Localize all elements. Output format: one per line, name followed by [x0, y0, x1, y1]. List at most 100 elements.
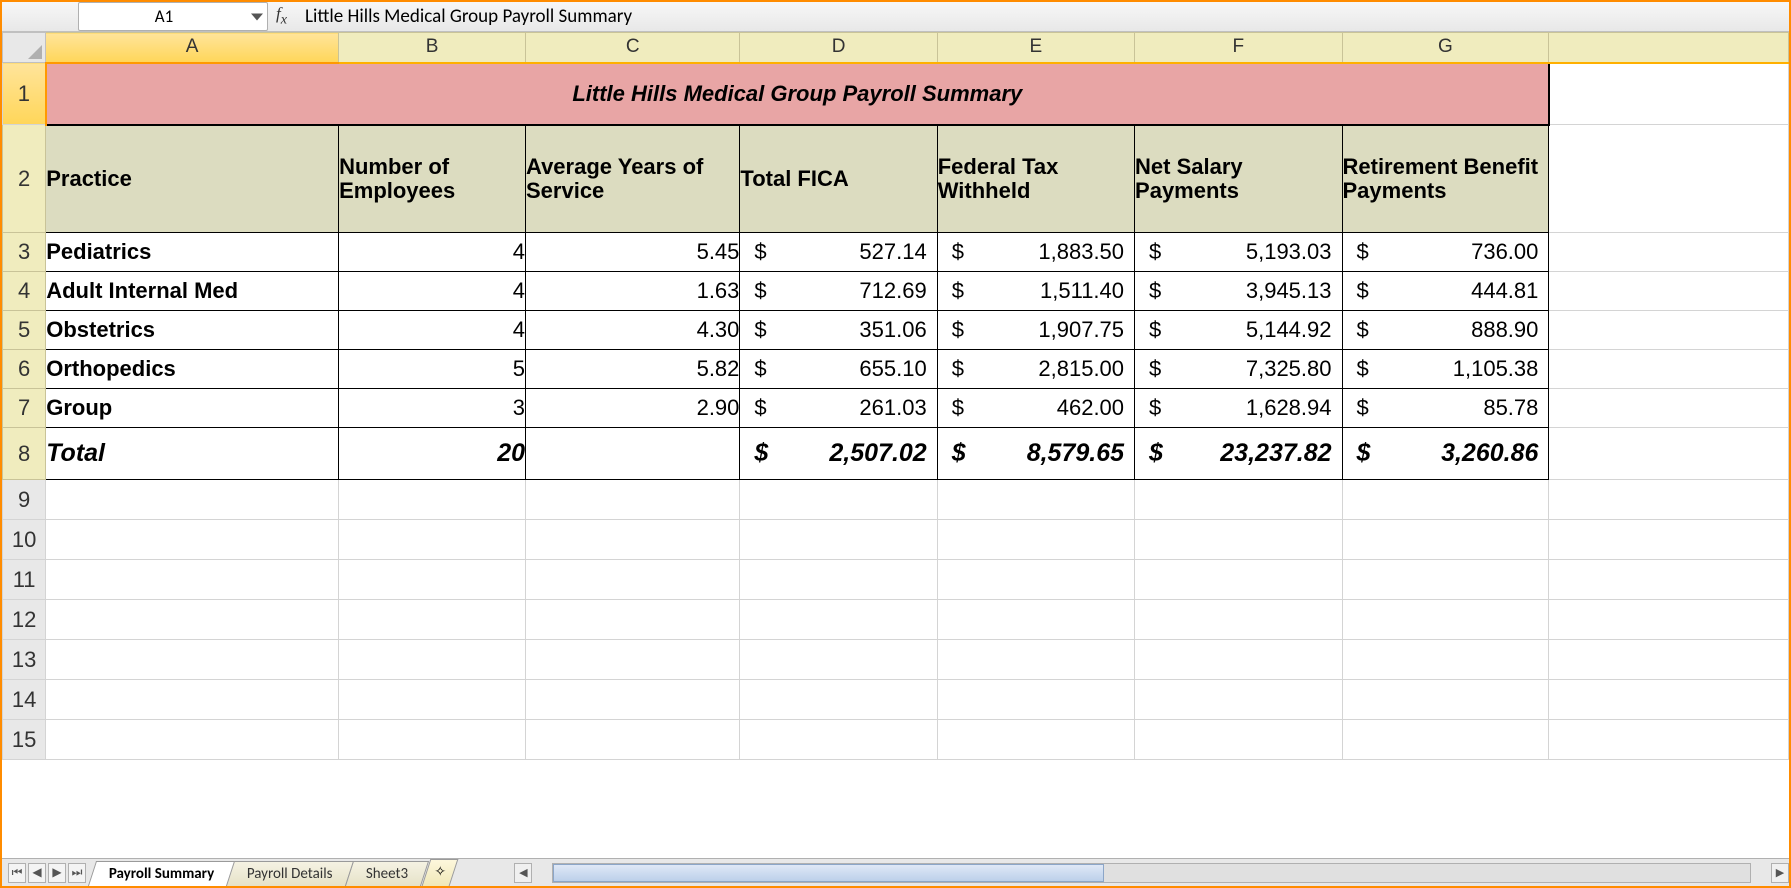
total-netsal-cell[interactable]: $23,237.82	[1135, 428, 1342, 480]
retirement-cell[interactable]: $444.81	[1342, 272, 1549, 311]
cell[interactable]	[1549, 600, 1789, 640]
tab-nav-button[interactable]: ◀	[28, 863, 46, 883]
row-header[interactable]: 7	[3, 389, 46, 428]
sheet-tab[interactable]: Sheet3	[345, 861, 429, 886]
cell[interactable]	[937, 520, 1134, 560]
avg-years-cell[interactable]: 1.63	[526, 272, 740, 311]
cell[interactable]	[1549, 272, 1789, 311]
cell[interactable]	[1135, 560, 1342, 600]
cell[interactable]	[1135, 600, 1342, 640]
title-cell[interactable]: Little Hills Medical Group Payroll Summa…	[46, 63, 1549, 125]
table-column-header[interactable]: Total FICA	[740, 125, 937, 233]
fed-tax-cell[interactable]: $462.00	[937, 389, 1134, 428]
cell[interactable]	[1549, 233, 1789, 272]
cell[interactable]	[1549, 480, 1789, 520]
cell[interactable]	[1342, 680, 1549, 720]
fed-tax-cell[interactable]: $1,883.50	[937, 233, 1134, 272]
cell[interactable]	[937, 720, 1134, 760]
cell[interactable]	[1549, 63, 1789, 125]
cell[interactable]	[339, 640, 526, 680]
cell[interactable]	[1135, 520, 1342, 560]
cell[interactable]	[1549, 680, 1789, 720]
fica-cell[interactable]: $527.14	[740, 233, 937, 272]
cell[interactable]	[740, 600, 937, 640]
practice-cell[interactable]: Pediatrics	[46, 233, 339, 272]
formula-bar-value[interactable]: Little Hills Medical Group Payroll Summa…	[295, 5, 632, 28]
table-column-header[interactable]: Net Salary Payments	[1135, 125, 1342, 233]
cell[interactable]	[526, 640, 740, 680]
cell[interactable]	[526, 720, 740, 760]
fed-tax-cell[interactable]: $1,907.75	[937, 311, 1134, 350]
table-column-header[interactable]: Federal Tax Withheld	[937, 125, 1134, 233]
hscroll-right-button[interactable]: ▶	[1771, 863, 1789, 883]
total-num-cell[interactable]: 20	[339, 428, 526, 480]
hscroll-track[interactable]	[552, 863, 1751, 883]
num-employees-cell[interactable]: 4	[339, 311, 526, 350]
practice-cell[interactable]: Adult Internal Med	[46, 272, 339, 311]
avg-years-cell[interactable]: 5.45	[526, 233, 740, 272]
row-header[interactable]: 4	[3, 272, 46, 311]
cell[interactable]	[1549, 640, 1789, 680]
cell[interactable]	[1135, 680, 1342, 720]
column-header[interactable]: F	[1135, 33, 1342, 63]
net-salary-cell[interactable]: $7,325.80	[1135, 350, 1342, 389]
total-avg-cell[interactable]	[526, 428, 740, 480]
row-header[interactable]: 3	[3, 233, 46, 272]
cell[interactable]	[339, 600, 526, 640]
table-column-header[interactable]: Number of Employees	[339, 125, 526, 233]
fx-icon[interactable]: fx	[276, 4, 287, 28]
cell[interactable]	[1549, 560, 1789, 600]
cell[interactable]	[1342, 560, 1549, 600]
row-header[interactable]: 1	[3, 63, 46, 125]
cell[interactable]	[526, 680, 740, 720]
column-header[interactable]: E	[937, 33, 1134, 63]
sheet-tab[interactable]: Payroll Details	[226, 861, 354, 886]
row-header[interactable]: 8	[3, 428, 46, 480]
cell[interactable]	[1135, 480, 1342, 520]
column-header[interactable]: D	[740, 33, 937, 63]
cell[interactable]	[46, 560, 339, 600]
retirement-cell[interactable]: $888.90	[1342, 311, 1549, 350]
cell[interactable]	[740, 720, 937, 760]
sheet-tab[interactable]: Payroll Summary	[88, 861, 235, 886]
tab-nav-button[interactable]: ⏮	[8, 863, 26, 883]
cell[interactable]	[339, 680, 526, 720]
cell[interactable]	[1549, 350, 1789, 389]
cell[interactable]	[46, 720, 339, 760]
row-header[interactable]: 14	[3, 680, 46, 720]
fica-cell[interactable]: $261.03	[740, 389, 937, 428]
cell[interactable]	[46, 480, 339, 520]
cell[interactable]	[740, 680, 937, 720]
cell[interactable]	[1135, 640, 1342, 680]
cell[interactable]	[1549, 428, 1789, 480]
spreadsheet-grid[interactable]: ABCDEFG1Little Hills Medical Group Payro…	[2, 32, 1789, 760]
cell[interactable]	[1342, 720, 1549, 760]
row-header[interactable]: 13	[3, 640, 46, 680]
total-fedtax-cell[interactable]: $8,579.65	[937, 428, 1134, 480]
table-column-header[interactable]: Practice	[46, 125, 339, 233]
practice-cell[interactable]: Group	[46, 389, 339, 428]
cell[interactable]	[740, 560, 937, 600]
row-header[interactable]: 2	[3, 125, 46, 233]
tab-nav-button[interactable]: ▶	[48, 863, 66, 883]
column-header[interactable]	[1549, 33, 1789, 63]
retirement-cell[interactable]: $85.78	[1342, 389, 1549, 428]
cell[interactable]	[46, 640, 339, 680]
retirement-cell[interactable]: $1,105.38	[1342, 350, 1549, 389]
num-employees-cell[interactable]: 5	[339, 350, 526, 389]
cell[interactable]	[339, 480, 526, 520]
fica-cell[interactable]: $712.69	[740, 272, 937, 311]
cell[interactable]	[1342, 520, 1549, 560]
cell[interactable]	[1549, 520, 1789, 560]
cell[interactable]	[339, 520, 526, 560]
row-header[interactable]: 9	[3, 480, 46, 520]
fica-cell[interactable]: $655.10	[740, 350, 937, 389]
name-box-dropdown-icon[interactable]	[251, 13, 263, 20]
cell[interactable]	[740, 480, 937, 520]
cell[interactable]	[937, 480, 1134, 520]
cell[interactable]	[46, 680, 339, 720]
num-employees-cell[interactable]: 3	[339, 389, 526, 428]
fed-tax-cell[interactable]: $1,511.40	[937, 272, 1134, 311]
cell[interactable]	[46, 520, 339, 560]
practice-cell[interactable]: Obstetrics	[46, 311, 339, 350]
